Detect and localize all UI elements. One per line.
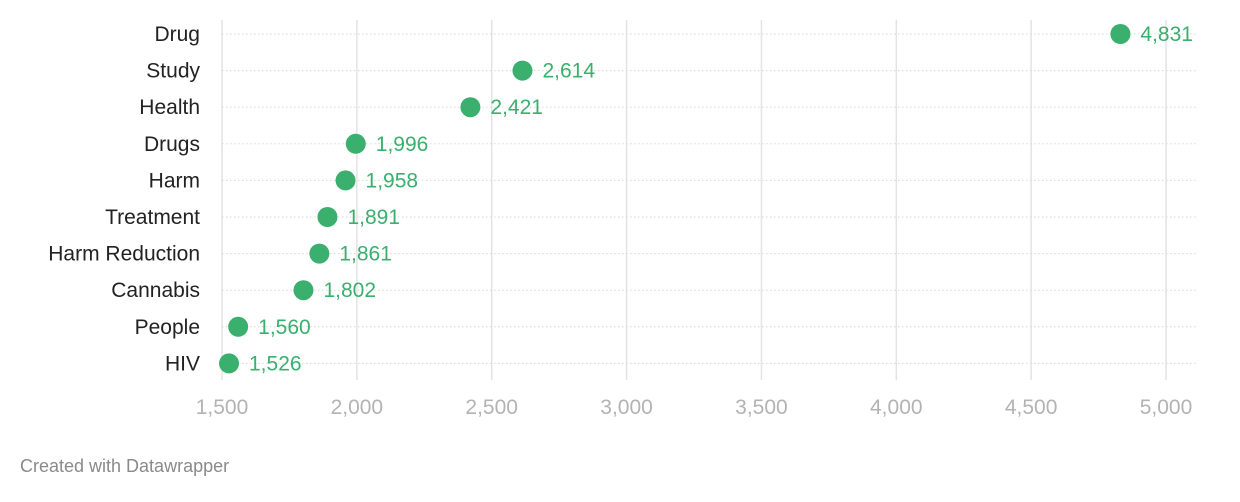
- category-label: Drugs: [144, 133, 200, 156]
- x-tick-label: 2,500: [465, 396, 518, 419]
- value-label: 1,996: [376, 133, 429, 156]
- value-label: 1,861: [339, 243, 392, 266]
- value-label: 1,891: [347, 206, 400, 229]
- value-label: 1,560: [258, 316, 311, 339]
- x-tick-label: 1,500: [196, 396, 249, 419]
- category-label: Study: [146, 60, 200, 83]
- category-label: Drug: [154, 23, 200, 46]
- data-point: [317, 207, 338, 227]
- value-label: 1,802: [323, 279, 376, 302]
- data-point: [345, 133, 366, 154]
- value-label: 2,421: [490, 96, 543, 119]
- value-label: 4,831: [1140, 23, 1193, 46]
- x-tick-label: 5,000: [1140, 396, 1193, 419]
- x-tick-label: 3,000: [600, 396, 653, 419]
- chart-svg: 1,500 2,000 2,500 3,000 3,500 4,000 4,500 5,000…: [48, 20, 1196, 419]
- category-labels: Drug Study Health Drugs Harm Treatment Harm Re…: [48, 23, 200, 375]
- data-point: [293, 280, 314, 301]
- x-tick-label: 4,500: [1005, 396, 1058, 419]
- grid-layer: [221, 20, 1196, 380]
- value-label: 2,614: [542, 60, 595, 83]
- data-points: 4,831 2,614 2,421 1,996 1,958 1,891 1,861 1,802…: [219, 23, 1193, 375]
- category-label: Health: [139, 96, 200, 119]
- x-tick-label: 3,500: [735, 396, 788, 419]
- data-point: [1110, 24, 1131, 44]
- category-label: HIV: [165, 352, 200, 375]
- category-label: Harm Reduction: [48, 243, 200, 266]
- data-point: [309, 243, 330, 264]
- data-point: [512, 60, 533, 81]
- x-axis: 1,500 2,000 2,500 3,000 3,500 4,000 4,500 5,000: [196, 396, 1193, 419]
- credit-text: Created with Datawrapper: [20, 456, 230, 476]
- data-point: [228, 316, 249, 337]
- data-point: [335, 170, 356, 191]
- data-point: [460, 97, 481, 118]
- value-label: 1,526: [249, 352, 302, 375]
- category-label: Treatment: [105, 206, 200, 229]
- x-tick-label: 4,000: [870, 396, 923, 419]
- category-label: People: [135, 316, 200, 339]
- category-label: Harm: [149, 169, 200, 192]
- data-point: [219, 353, 240, 374]
- category-label: Cannabis: [111, 279, 200, 302]
- x-tick-label: 2,000: [331, 396, 384, 419]
- value-label: 1,958: [366, 169, 419, 192]
